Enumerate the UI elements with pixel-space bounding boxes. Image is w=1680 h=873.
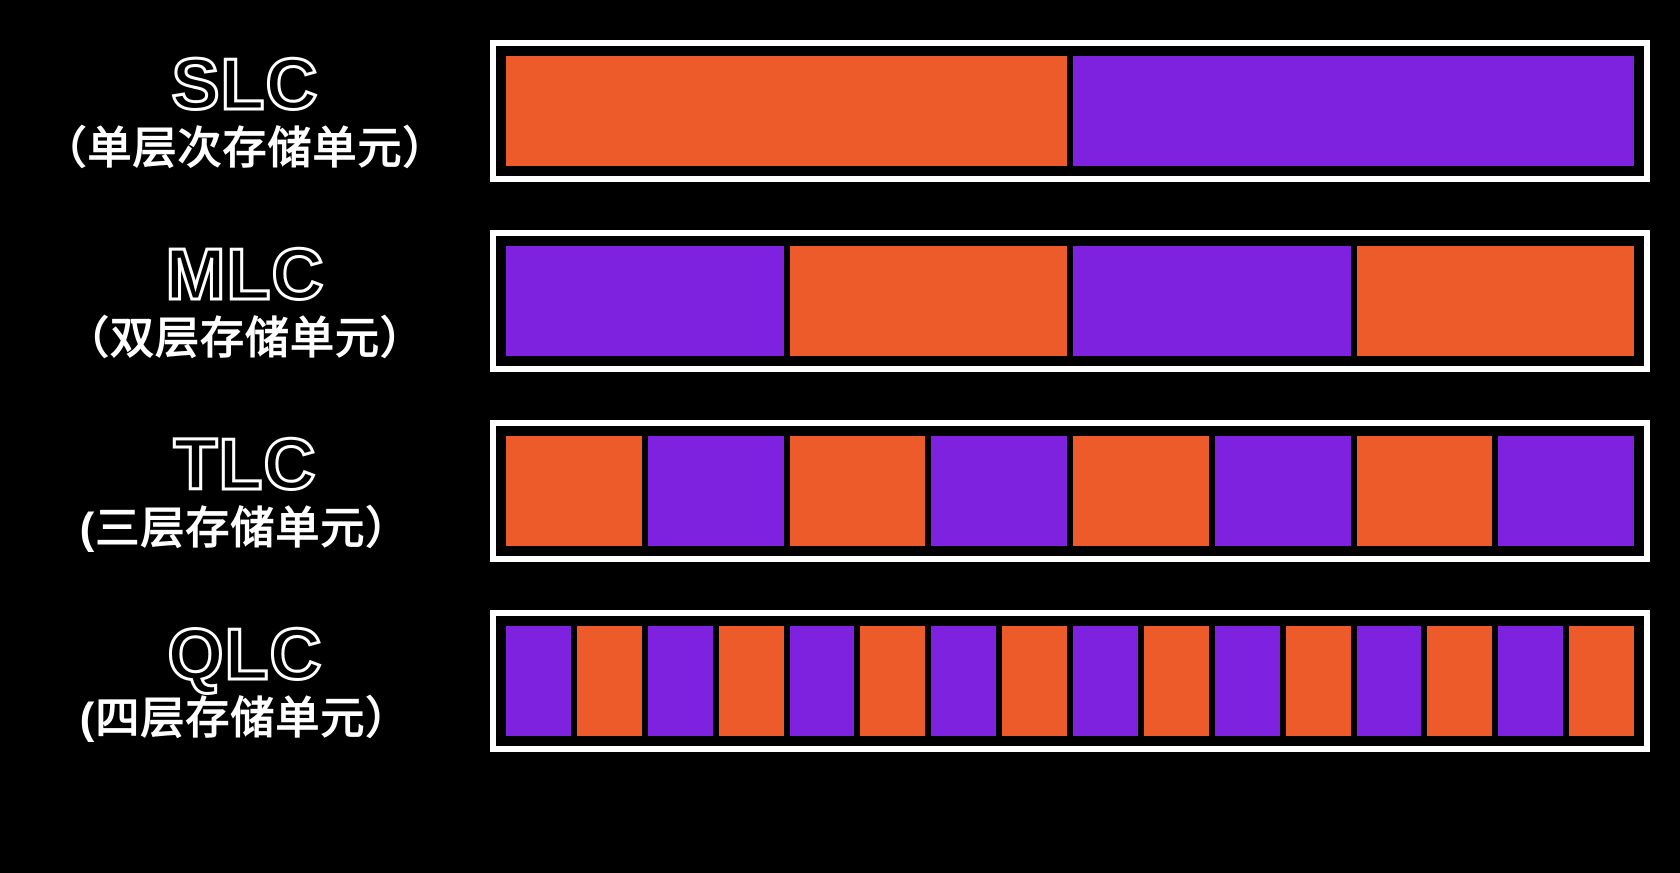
segment	[790, 246, 1068, 356]
segment	[1286, 626, 1351, 736]
segment	[931, 436, 1067, 546]
label-slc: SLC （单层次存储单元）	[30, 49, 460, 173]
segment	[860, 626, 925, 736]
segment	[506, 436, 642, 546]
row-mlc: MLC （双层存储单元）	[30, 230, 1650, 372]
segment	[1144, 626, 1209, 736]
sub-slc: （单层次存储单元）	[43, 125, 448, 173]
label-tlc: TLC (三层存储单元）	[30, 429, 460, 553]
segment	[931, 626, 996, 736]
segment	[506, 626, 571, 736]
segment	[506, 246, 784, 356]
abbr-mlc: MLC	[166, 239, 325, 311]
segment	[1498, 436, 1634, 546]
label-mlc: MLC （双层存储单元）	[30, 239, 460, 363]
label-qlc: QLC (四层存储单元）	[30, 619, 460, 743]
segment	[790, 436, 926, 546]
abbr-tlc: TLC	[174, 429, 317, 501]
bar-qlc	[490, 610, 1650, 752]
segment	[506, 56, 1067, 166]
segment	[790, 626, 855, 736]
row-slc: SLC （单层次存储单元）	[30, 40, 1650, 182]
segment	[1569, 626, 1634, 736]
segment	[1073, 626, 1138, 736]
segment	[1357, 626, 1422, 736]
segment	[1002, 626, 1067, 736]
row-tlc: TLC (三层存储单元）	[30, 420, 1650, 562]
segment	[1073, 246, 1351, 356]
sub-mlc: （双层存储单元）	[65, 315, 425, 363]
bar-mlc	[490, 230, 1650, 372]
nand-cell-diagram: SLC （单层次存储单元） MLC （双层存储单元） TLC (三层存储单元） …	[0, 0, 1680, 792]
segment	[648, 626, 713, 736]
sub-qlc: (四层存储单元）	[80, 695, 411, 743]
segment	[1498, 626, 1563, 736]
segment	[1073, 56, 1634, 166]
segment	[577, 626, 642, 736]
segment	[1357, 436, 1493, 546]
abbr-qlc: QLC	[168, 619, 323, 691]
segment	[1427, 626, 1492, 736]
row-qlc: QLC (四层存储单元）	[30, 610, 1650, 752]
segment	[1357, 246, 1635, 356]
segment	[1215, 436, 1351, 546]
abbr-slc: SLC	[172, 49, 319, 121]
segment	[719, 626, 784, 736]
segment	[648, 436, 784, 546]
bar-tlc	[490, 420, 1650, 562]
segment	[1215, 626, 1280, 736]
segment	[1073, 436, 1209, 546]
sub-tlc: (三层存储单元）	[80, 505, 411, 553]
bar-slc	[490, 40, 1650, 182]
